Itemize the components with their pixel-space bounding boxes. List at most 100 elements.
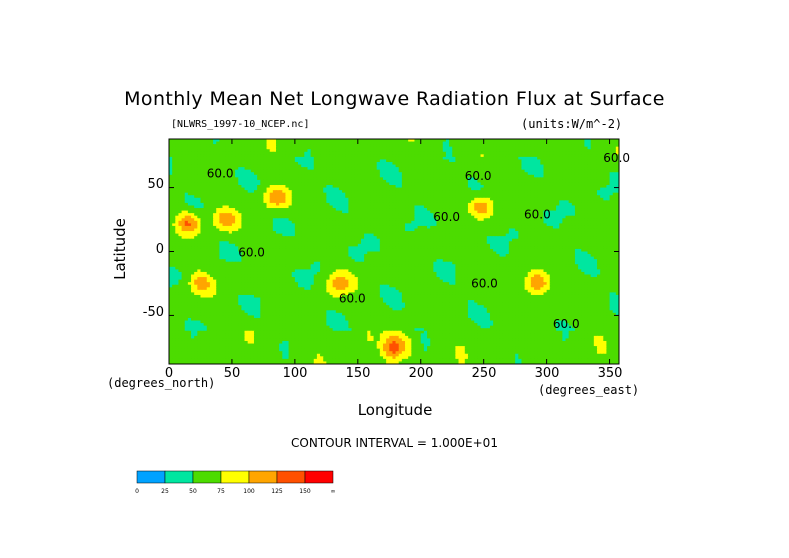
- field-cell: [565, 213, 570, 217]
- field-cell: [272, 164, 277, 168]
- field-cell: [590, 162, 595, 166]
- field-cell: [619, 208, 623, 211]
- field-cell: [559, 151, 563, 155]
- field-cell: [524, 174, 529, 178]
- field-cell: [612, 141, 617, 145]
- field-cell: [373, 210, 378, 214]
- field-cell: [549, 146, 554, 150]
- field-cell: [250, 213, 255, 217]
- field-cell: [467, 179, 472, 184]
- field-cell: [439, 202, 444, 207]
- field-cell: [228, 156, 233, 161]
- field-cell: [389, 187, 394, 191]
- field-cell: [257, 164, 261, 168]
- field-cell: [486, 179, 491, 184]
- field-cell: [515, 144, 519, 148]
- field-cell: [455, 213, 460, 217]
- field-cell: [530, 208, 535, 212]
- field-cell: [169, 192, 173, 196]
- field-cell: [471, 182, 475, 186]
- field-cell: [530, 210, 535, 214]
- field-cell: [499, 144, 504, 148]
- field-cell: [552, 182, 557, 186]
- field-cell: [187, 144, 192, 148]
- field-cell: [417, 213, 422, 217]
- field-cell: [392, 154, 397, 158]
- field-cell: [219, 215, 224, 219]
- field-cell: [600, 162, 604, 166]
- field-cell: [612, 151, 617, 155]
- field-cell: [508, 192, 513, 196]
- field-cell: [323, 144, 327, 148]
- field-cell: [521, 149, 526, 153]
- field-cell: [417, 182, 422, 186]
- field-cell: [351, 144, 356, 148]
- field-cell: [477, 195, 482, 199]
- field-cell: [216, 213, 220, 217]
- field-cell: [452, 185, 456, 189]
- field-cell: [455, 177, 460, 181]
- field-cell: [389, 213, 394, 217]
- field-cell: [253, 167, 258, 171]
- field-cell: [329, 190, 334, 194]
- field-cell: [184, 215, 189, 219]
- field-cell: [272, 192, 277, 196]
- field-cell: [275, 205, 280, 209]
- field-cell: [603, 154, 608, 158]
- field-cell: [420, 149, 425, 153]
- field-cell: [449, 141, 453, 145]
- field-cell: [307, 205, 312, 209]
- field-cell: [505, 164, 510, 168]
- field-cell: [439, 195, 444, 199]
- field-cell: [313, 177, 318, 181]
- field-cell: [213, 187, 217, 191]
- field-cell: [241, 177, 246, 181]
- field-cell: [200, 187, 205, 191]
- field-cell: [578, 195, 582, 199]
- field-cell: [581, 139, 585, 143]
- field-cell: [471, 139, 475, 143]
- field-cell: [543, 167, 548, 171]
- field-cell: [427, 190, 431, 194]
- field-cell: [272, 144, 277, 148]
- field-cell: [200, 208, 205, 212]
- field-cell: [301, 190, 305, 194]
- field-cell: [370, 141, 375, 145]
- field-cell: [178, 210, 183, 214]
- field-cell: [398, 195, 403, 199]
- field-cell: [382, 210, 387, 214]
- field-cell: [304, 156, 309, 161]
- field-cell: [386, 208, 390, 212]
- field-cell: [427, 187, 431, 191]
- field-cell: [301, 156, 305, 161]
- field-cell: [471, 144, 475, 148]
- field-cell: [342, 154, 346, 158]
- field-cell: [247, 159, 252, 163]
- field-cell: [606, 197, 611, 201]
- field-cell: [458, 210, 463, 214]
- field-cell: [445, 164, 450, 168]
- field-cell: [263, 154, 268, 158]
- field-cell: [200, 141, 205, 145]
- field-cell: [600, 190, 604, 194]
- field-cell: [471, 179, 475, 184]
- field-cell: [187, 195, 192, 199]
- field-cell: [515, 197, 519, 201]
- field-cell: [398, 162, 403, 166]
- field-cell: [505, 162, 510, 166]
- field-cell: [512, 169, 516, 173]
- field-cell: [433, 202, 438, 207]
- field-cell: [247, 156, 252, 161]
- field-cell: [508, 162, 513, 166]
- field-cell: [609, 144, 614, 148]
- field-cell: [565, 205, 570, 209]
- field-cell: [367, 164, 371, 168]
- field-cell: [225, 172, 230, 176]
- field-cell: [556, 197, 560, 201]
- field-cell: [401, 215, 406, 219]
- field-cell: [313, 154, 318, 158]
- field-cell: [461, 151, 466, 155]
- field-cell: [493, 179, 497, 184]
- field-cell: [342, 159, 346, 163]
- field-cell: [316, 149, 321, 153]
